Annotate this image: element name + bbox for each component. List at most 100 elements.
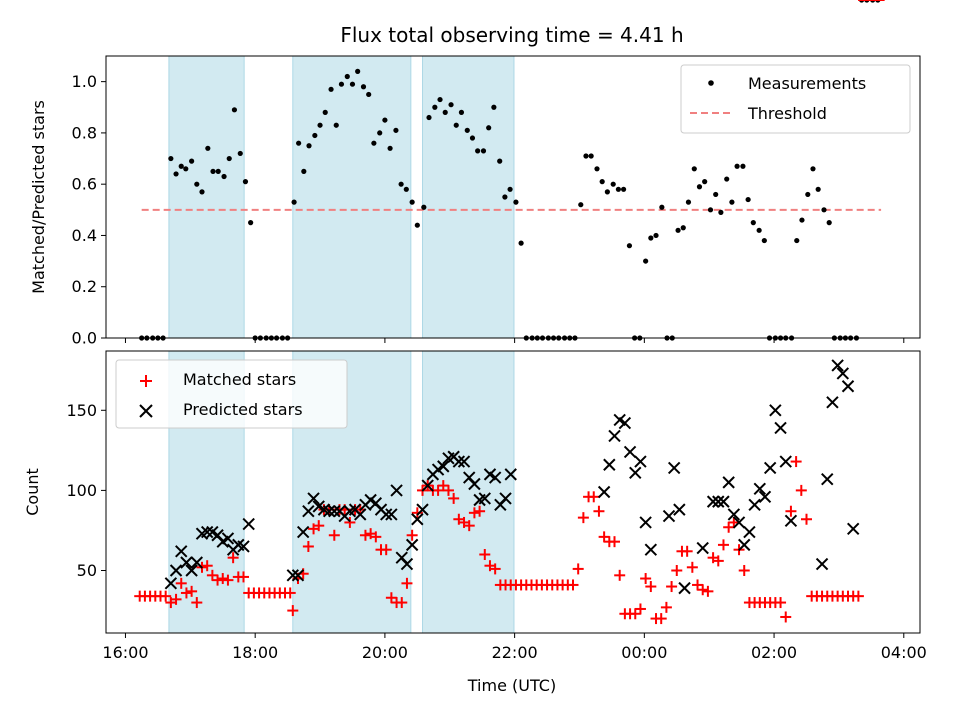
marker-stroke [743, 525, 756, 539]
predicted-star-marker [499, 492, 512, 505]
matched-star-marker [380, 544, 392, 556]
matched-star-marker [681, 545, 693, 557]
predicted-star-marker [639, 516, 652, 529]
measurements-series [139, 0, 881, 341]
marker-stroke [200, 525, 214, 539]
measurement-point [718, 209, 724, 215]
marker-stroke [405, 538, 419, 552]
measurement-point [226, 155, 232, 162]
measurement-point [794, 237, 800, 244]
measurement-point [675, 227, 681, 233]
top-x-axis-ticks [124, 338, 905, 343]
marker-stroke [328, 505, 341, 518]
measurement-point [322, 109, 328, 115]
marker-stroke [753, 482, 767, 496]
measurement-point [237, 150, 243, 157]
measurement-point [409, 199, 415, 205]
marker-stroke [190, 556, 204, 569]
marker-stroke [662, 509, 676, 523]
measurement-point [502, 194, 508, 200]
predicted-star-marker [738, 538, 751, 552]
matched-star-marker [170, 593, 182, 605]
marker-stroke [597, 485, 611, 499]
matched-star-marker [217, 573, 229, 585]
marker-stroke [732, 516, 746, 529]
marker-stroke [369, 497, 383, 510]
marker-stroke [206, 525, 219, 539]
predicted-star-marker [385, 508, 398, 521]
matched-star-marker [448, 492, 460, 504]
matched-star-marker [629, 608, 641, 620]
top-y-axis: 0.0 0.2 0.4 0.6 0.8 1.0 [72, 72, 106, 348]
measurement-point [734, 163, 740, 169]
measurement-point [432, 104, 438, 110]
marker-stroke [613, 413, 626, 427]
marker-stroke [322, 505, 336, 518]
measurement-point [745, 196, 751, 203]
predicted-star-marker [180, 556, 193, 569]
predicted-star-marker [390, 484, 403, 497]
marker-stroke [180, 556, 193, 569]
predicted-star-marker [644, 543, 658, 556]
measurement-point [691, 166, 697, 172]
y-tick-label: 0.8 [72, 123, 97, 142]
predicted-star-marker [815, 557, 829, 571]
measurement-point [333, 122, 339, 128]
measurement-point [588, 153, 594, 159]
matched-star-marker [795, 484, 807, 496]
top-y-axis-label: Matched/Predicted stars [29, 100, 48, 294]
measurement-point [648, 235, 654, 241]
predicted-star-marker [286, 569, 300, 582]
marker-stroke [738, 538, 751, 552]
marker-stroke [185, 564, 198, 577]
marker-stroke [312, 500, 325, 513]
measurement-point [301, 168, 307, 174]
predicted-star-marker [732, 516, 746, 529]
marker-stroke [463, 471, 476, 484]
marker-stroke [608, 429, 621, 443]
x-tick-label: 04:00 [881, 643, 927, 662]
marker-stroke [821, 472, 834, 486]
measurement-point [740, 163, 746, 169]
measurement-point [448, 102, 454, 108]
matched-star-marker [614, 569, 626, 581]
shaded-interval [422, 55, 515, 339]
bottom-panel-frame [105, 350, 921, 634]
matched-star-marker [577, 512, 589, 524]
measurement-point [344, 73, 350, 80]
measurement-point [382, 117, 388, 123]
measurement-point [821, 207, 827, 213]
measurement-point [242, 179, 249, 185]
shaded-interval [422, 350, 515, 634]
predicted-star-marker [662, 509, 676, 523]
matched-star-marker [723, 521, 735, 533]
matched-star-marker [728, 516, 740, 528]
measurement-point [458, 109, 465, 115]
matched-star-marker [206, 569, 218, 581]
predicted-star-marker [468, 477, 481, 491]
measurement-point [248, 220, 254, 226]
marker-stroke [696, 541, 709, 555]
matched-star-marker [567, 579, 579, 591]
measurement-point [317, 122, 323, 128]
marker-stroke [836, 367, 850, 380]
predicted-star-marker [696, 541, 709, 555]
matched-star-marker [640, 573, 652, 585]
measurement-point [349, 81, 356, 87]
measurement-point [199, 189, 205, 195]
marker-stroke [452, 455, 466, 468]
predicted-star-marker [416, 503, 429, 516]
measurement-point [750, 220, 756, 226]
predicted-star-marker [841, 380, 855, 393]
predicted-star-marker [836, 367, 850, 380]
bottom-legend: Matched stars Predicted stars [115, 359, 348, 429]
marker-stroke [164, 577, 178, 590]
marker-stroke [722, 476, 735, 489]
marker-stroke [411, 513, 424, 526]
predicted-star-marker [603, 458, 616, 471]
measurement-point [805, 191, 811, 198]
marker-stroke [678, 581, 691, 595]
marker-stroke [379, 508, 393, 521]
matched-star-marker [313, 520, 325, 532]
predicted-star-marker [831, 359, 844, 372]
